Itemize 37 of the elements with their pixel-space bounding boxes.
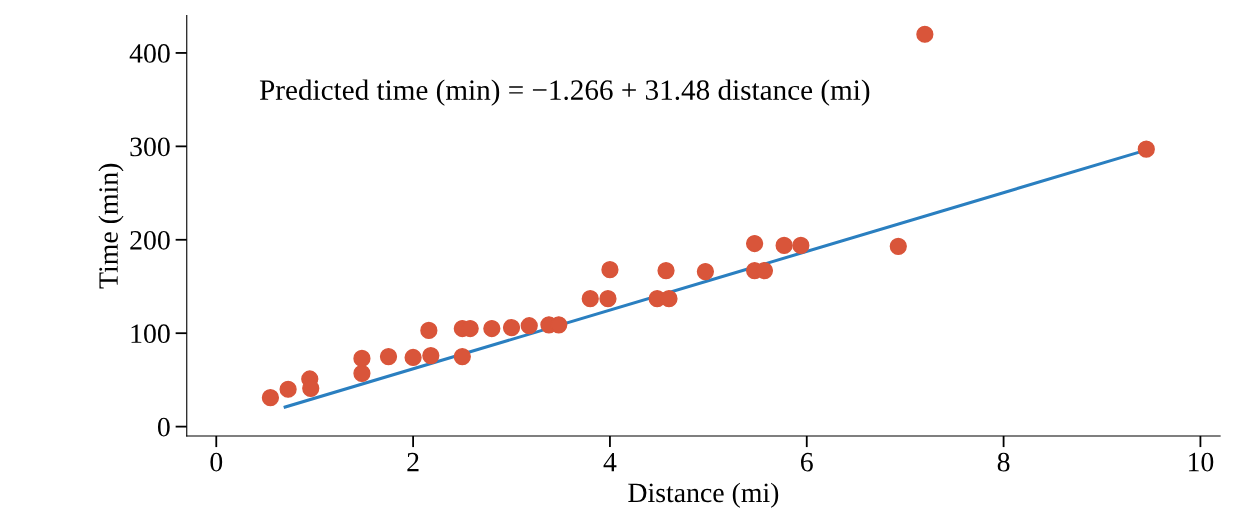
point (379, 347, 398, 366)
point (599, 290, 617, 308)
point (261, 389, 280, 407)
y-tick-label: 400 (129, 44, 170, 63)
point (422, 347, 440, 365)
point (696, 262, 715, 281)
y-tick-label: 300 (130, 137, 170, 157)
y-tick-label: 100 (131, 324, 170, 344)
x-tick-label: 2 (407, 452, 419, 472)
x-tick-label: 0 (210, 452, 223, 472)
point (916, 25, 934, 43)
point (353, 349, 371, 368)
point (745, 234, 764, 253)
point (420, 321, 438, 340)
point (889, 237, 907, 255)
x-tick-label: 6 (801, 452, 813, 472)
y-tick-label: 0 (157, 417, 170, 437)
point (520, 317, 538, 335)
point (657, 261, 675, 280)
x-axis-title: Distance (mi) (628, 482, 779, 508)
x-tick-label: 4 (603, 452, 617, 472)
y-tick-label: 200 (130, 230, 170, 250)
point (353, 364, 371, 382)
point (502, 318, 521, 337)
point (775, 236, 793, 254)
annotation: Predicted time (min) = −1.266 + 31.48 distance (mi) (259, 79, 870, 106)
point (453, 347, 471, 366)
point (792, 236, 810, 254)
point (601, 261, 619, 279)
point (1137, 140, 1155, 158)
point (483, 319, 501, 338)
point (279, 380, 297, 398)
y-axis-title: Time (min) (98, 163, 124, 289)
x-tick-label: 10 (1188, 452, 1214, 472)
point (581, 290, 599, 308)
point (404, 348, 422, 367)
x-tick-label: 8 (997, 452, 1010, 472)
